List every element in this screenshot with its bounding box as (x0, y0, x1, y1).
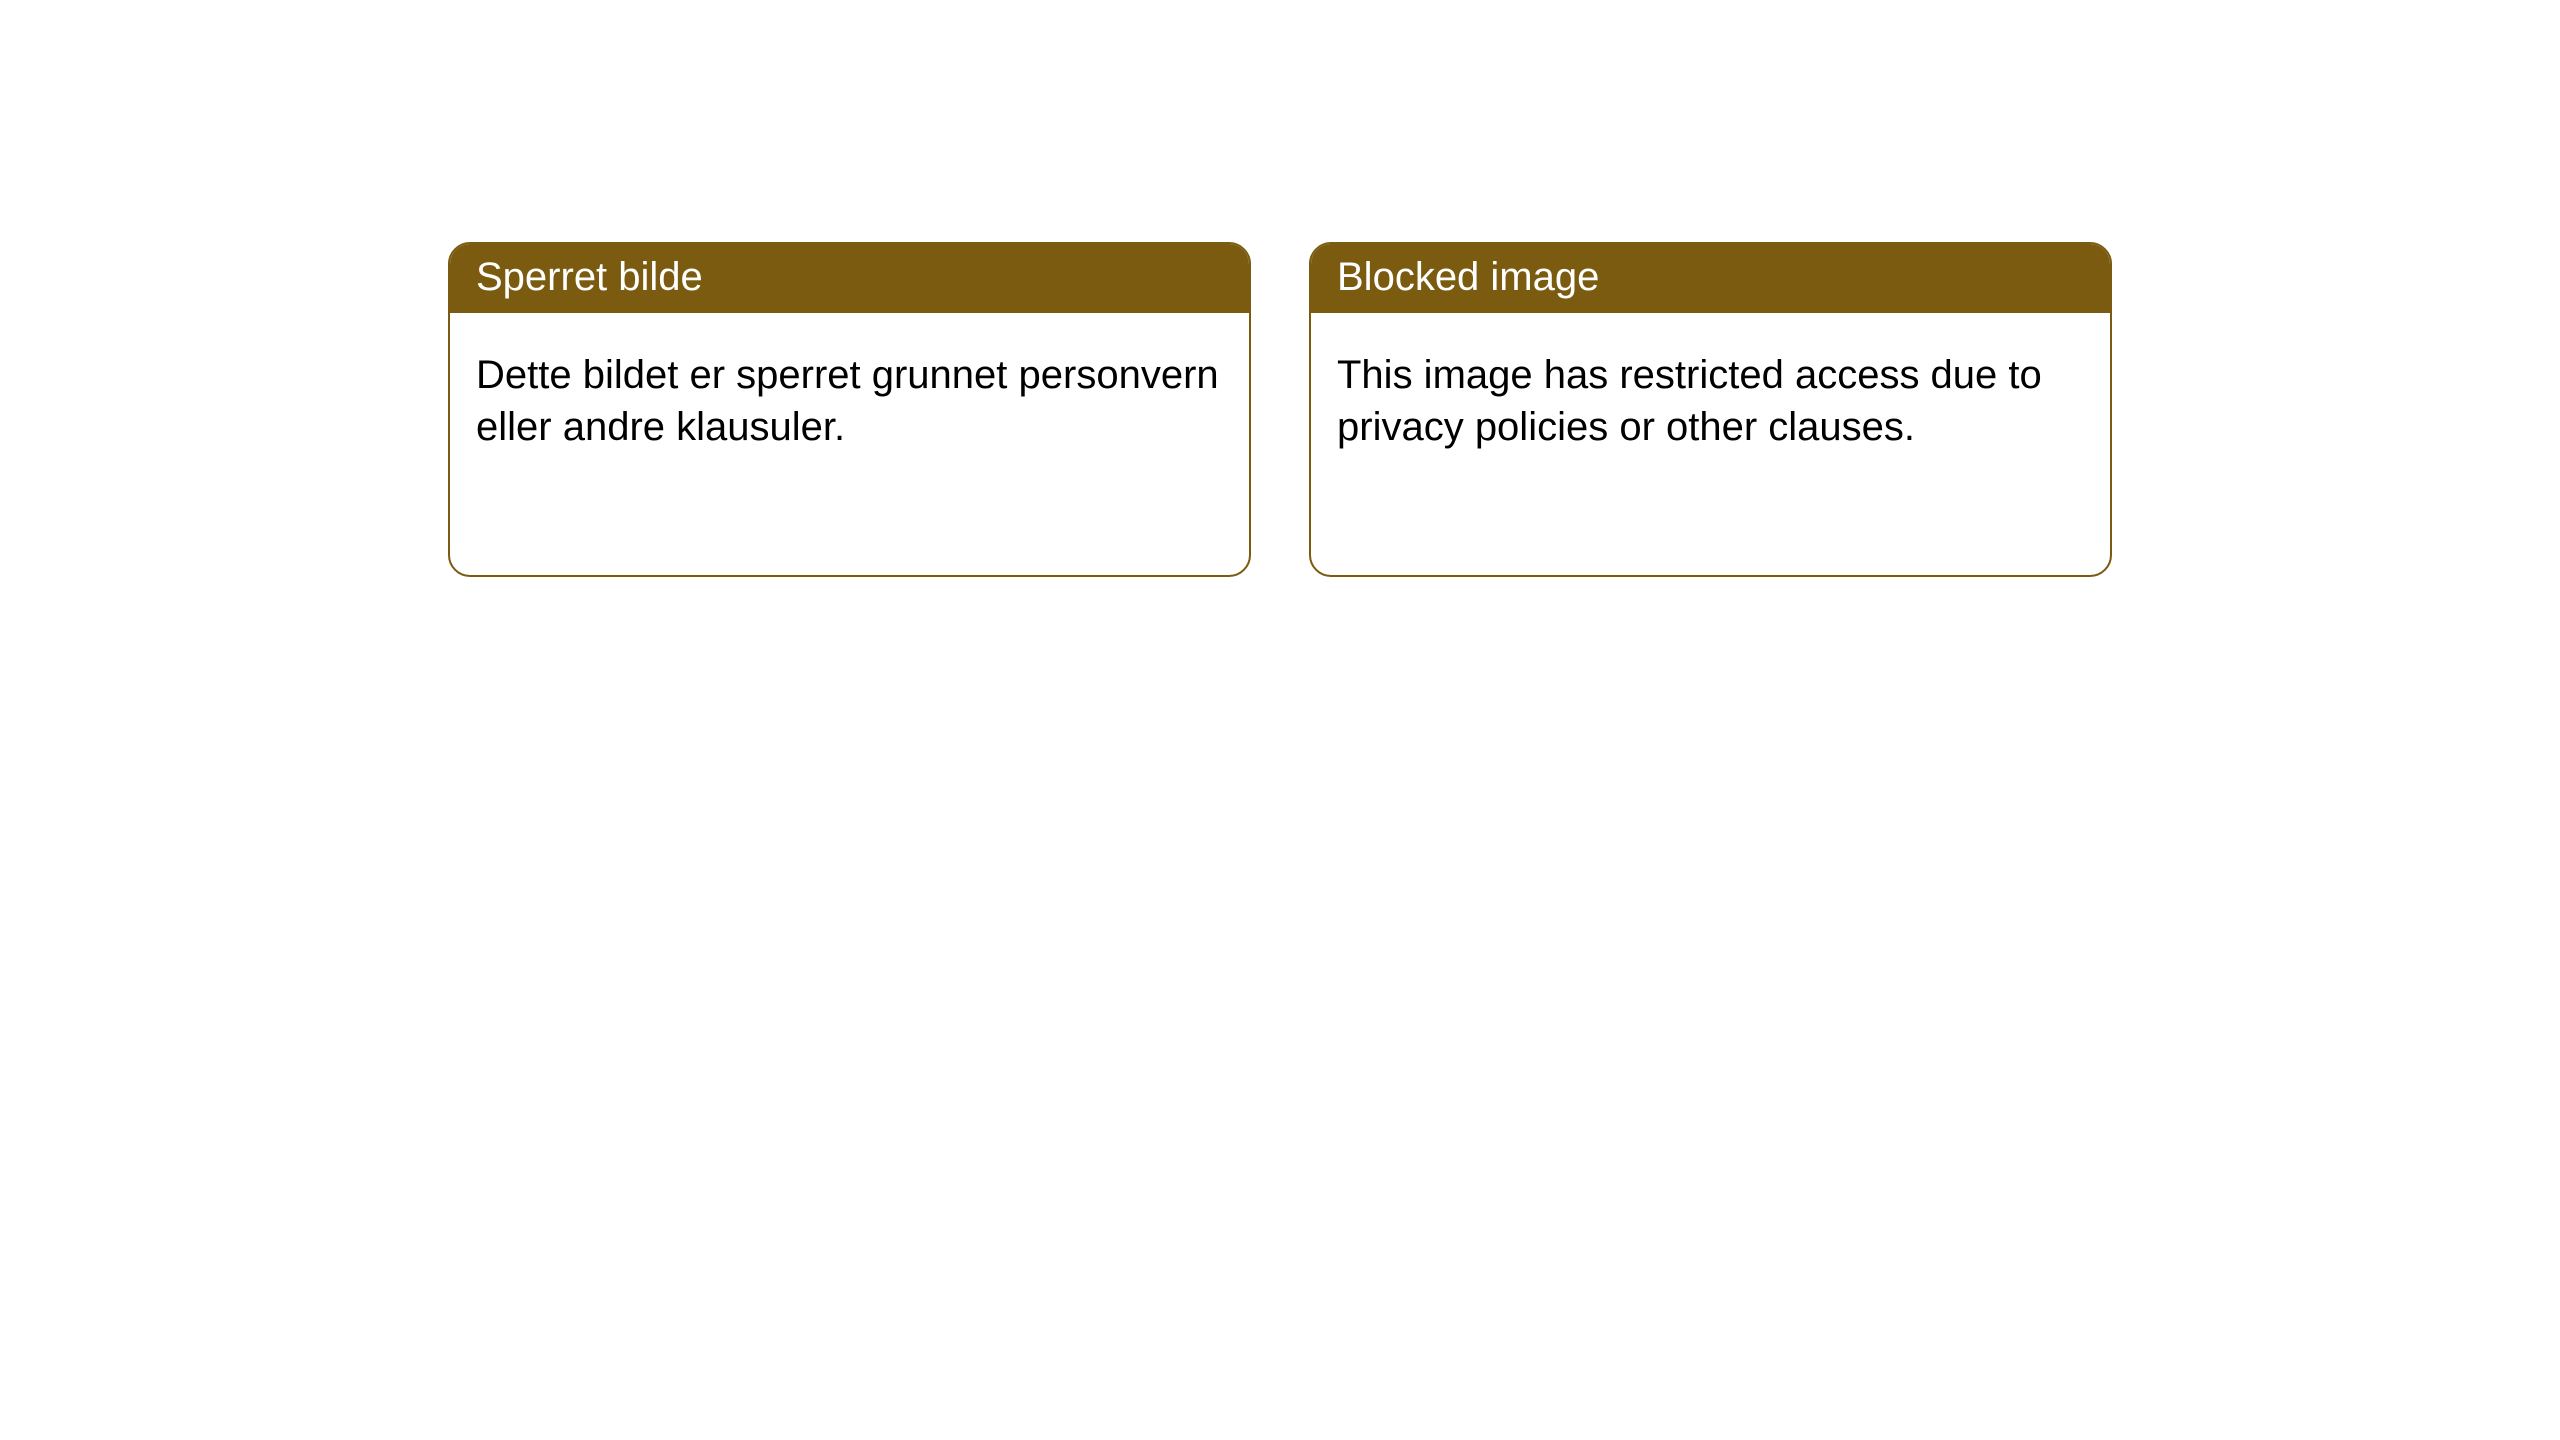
notice-body-norwegian: Dette bildet er sperret grunnet personve… (450, 313, 1249, 479)
notice-title-english: Blocked image (1311, 244, 2110, 313)
notice-card-english: Blocked image This image has restricted … (1309, 242, 2112, 577)
notice-container: Sperret bilde Dette bildet er sperret gr… (0, 0, 2560, 577)
notice-title-norwegian: Sperret bilde (450, 244, 1249, 313)
notice-card-norwegian: Sperret bilde Dette bildet er sperret gr… (448, 242, 1251, 577)
notice-body-english: This image has restricted access due to … (1311, 313, 2110, 479)
